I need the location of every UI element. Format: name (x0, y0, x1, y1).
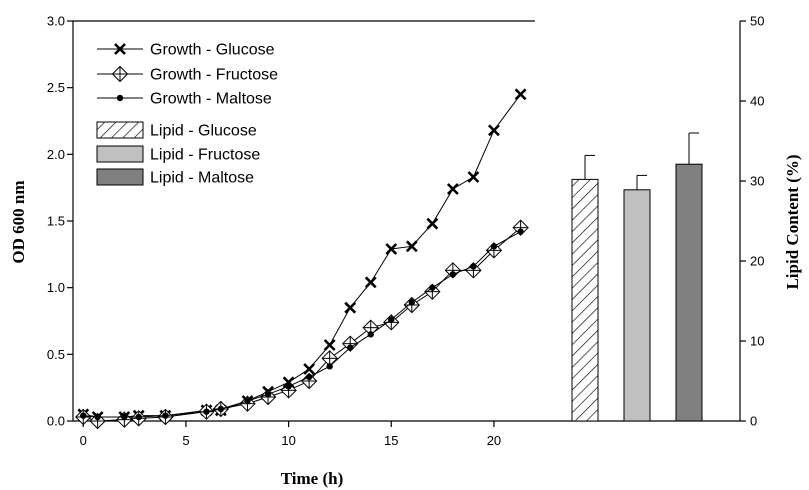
y-tick-label: 0.0 (47, 414, 65, 429)
x-marker-stroke (467, 171, 480, 183)
data-point (303, 363, 316, 375)
data-point (80, 412, 87, 419)
data-point (94, 413, 101, 421)
legend-item: Lipid - Glucose (96, 121, 257, 140)
data-point (388, 316, 395, 323)
y2-axis-title: Lipid Content (%) (783, 154, 802, 289)
x-marker-stroke (385, 243, 398, 255)
legend-swatch (96, 168, 144, 186)
data-point (517, 228, 524, 235)
x-tick-label: 15 (384, 433, 398, 448)
data-point (162, 412, 169, 419)
x-marker-stroke (426, 217, 439, 230)
x-marker-stroke (488, 124, 500, 137)
series-line (83, 231, 521, 418)
data-point (217, 405, 225, 413)
data-point (408, 299, 415, 306)
data-point (490, 243, 498, 250)
legend-item: Lipid - Maltose (96, 168, 254, 187)
legend-label: Growth - Glucose (150, 42, 275, 59)
data-point (347, 344, 354, 351)
legend-swatch (96, 121, 144, 139)
lipid-bars (571, 132, 703, 422)
y2-tick-label: 10 (750, 334, 764, 349)
y-axis-title: OD 600 nm (9, 180, 28, 263)
data-point (305, 373, 313, 381)
legend-label: Lipid - Glucose (150, 123, 257, 140)
data-point (446, 183, 459, 195)
x-marker-stroke (344, 301, 357, 314)
data-point (323, 339, 336, 351)
y-tick-label: 1.0 (47, 280, 65, 295)
axes: 0.0 0.5 1.0 1.5 2.0 2.5 3.0 0 5 10 15 20 0 10 20 30 40 50 (47, 14, 765, 449)
data-point (467, 171, 480, 183)
legend-marker (116, 94, 124, 102)
legend-item: Growth - Glucose (97, 42, 275, 59)
y2-tick-label: 20 (750, 254, 764, 269)
x-axis-title: Time (h) (281, 469, 344, 488)
data-point (385, 243, 398, 255)
legend-marker (114, 43, 126, 55)
y-tick-label: 2.0 (47, 147, 65, 162)
data-point (244, 397, 251, 405)
data-point (426, 217, 439, 230)
x-marker-stroke (303, 363, 316, 375)
y-tick-label: 2.5 (47, 80, 65, 95)
data-point (405, 240, 418, 253)
y2-tick-label: 40 (750, 94, 764, 109)
data-point (488, 124, 500, 137)
x-marker-stroke (405, 240, 418, 253)
data-point (264, 391, 272, 398)
growth-series (75, 88, 529, 430)
x-tick-label: 10 (281, 433, 295, 448)
x-marker-stroke (514, 88, 527, 101)
x-marker-stroke (446, 183, 459, 195)
data-point (344, 301, 357, 314)
x-tick-label: 20 (487, 433, 501, 448)
data-point (367, 331, 374, 338)
series-circle (80, 228, 524, 421)
x-marker-stroke (364, 276, 377, 289)
x-marker-stroke (114, 43, 126, 55)
data-point (429, 284, 436, 291)
y-tick-label: 1.5 (47, 214, 65, 229)
y-tick-label: 0.5 (47, 347, 65, 362)
series-x (77, 88, 527, 423)
legend-label: Lipid - Fructose (150, 147, 260, 164)
data-point (512, 219, 529, 236)
legend-item: Lipid - Fructose (96, 145, 260, 164)
data-point (514, 88, 527, 101)
bar (571, 178, 599, 422)
data-point (449, 271, 457, 278)
series-line (83, 94, 522, 418)
data-point (121, 413, 128, 421)
legend: Growth - Glucose Growth - Fructose Growth … (96, 42, 278, 187)
bar (675, 163, 703, 422)
series-diamond (75, 219, 529, 430)
legend-item: Growth - Maltose (97, 91, 272, 108)
y2-tick-label: 30 (750, 174, 764, 189)
y-tick-label: 3.0 (47, 14, 65, 29)
y2-tick-label: 0 (750, 414, 757, 429)
data-point (300, 372, 318, 390)
data-point (364, 276, 377, 289)
x-tick-label: 0 (80, 433, 87, 448)
legend-label: Growth - Fructose (150, 67, 278, 84)
legend-swatch (96, 145, 144, 163)
data-point (203, 408, 210, 415)
data-point (470, 263, 477, 270)
bar (623, 189, 651, 422)
legend-item: Growth - Fructose (97, 65, 278, 84)
data-point (135, 413, 142, 421)
x-marker-stroke (323, 339, 336, 351)
x-tick-label: 5 (182, 433, 189, 448)
series-line (83, 227, 521, 422)
legend-marker (111, 65, 129, 83)
data-point (285, 383, 292, 390)
legend-label: Lipid - Maltose (150, 170, 254, 187)
y2-tick-label: 50 (750, 14, 764, 29)
data-point (326, 363, 333, 370)
legend-label: Growth - Maltose (150, 91, 272, 108)
